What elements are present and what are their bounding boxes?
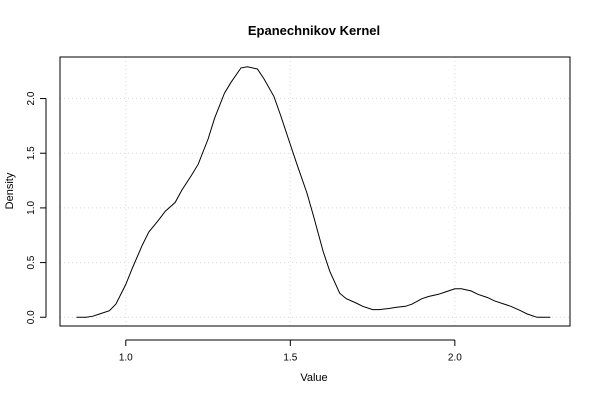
x-tick-label-1: 1.5 [283, 352, 297, 363]
y-tick-label-1: 0.5 [26, 255, 37, 269]
chart-title: Epanechnikov Kernel [248, 23, 380, 38]
y-tick-label-3: 1.5 [26, 146, 37, 160]
density-curve [76, 66, 551, 318]
y-tick-label-2: 1.0 [26, 201, 37, 215]
grid-layer [60, 57, 570, 326]
x-tick-label-2: 2.0 [448, 352, 462, 363]
plot-frame [59, 56, 571, 327]
y-tick-label-0: 0.0 [26, 310, 37, 324]
y-tick-label-4: 2.0 [26, 91, 37, 105]
x-axis-label: Value [300, 372, 327, 384]
y-axis-label: Density [4, 172, 16, 209]
x-tick-label-0: 1.0 [119, 352, 133, 363]
x-axis: 1.0 1.5 2.0 [119, 339, 462, 363]
y-axis: 0.0 0.5 1.0 1.5 2.0 [26, 91, 47, 324]
